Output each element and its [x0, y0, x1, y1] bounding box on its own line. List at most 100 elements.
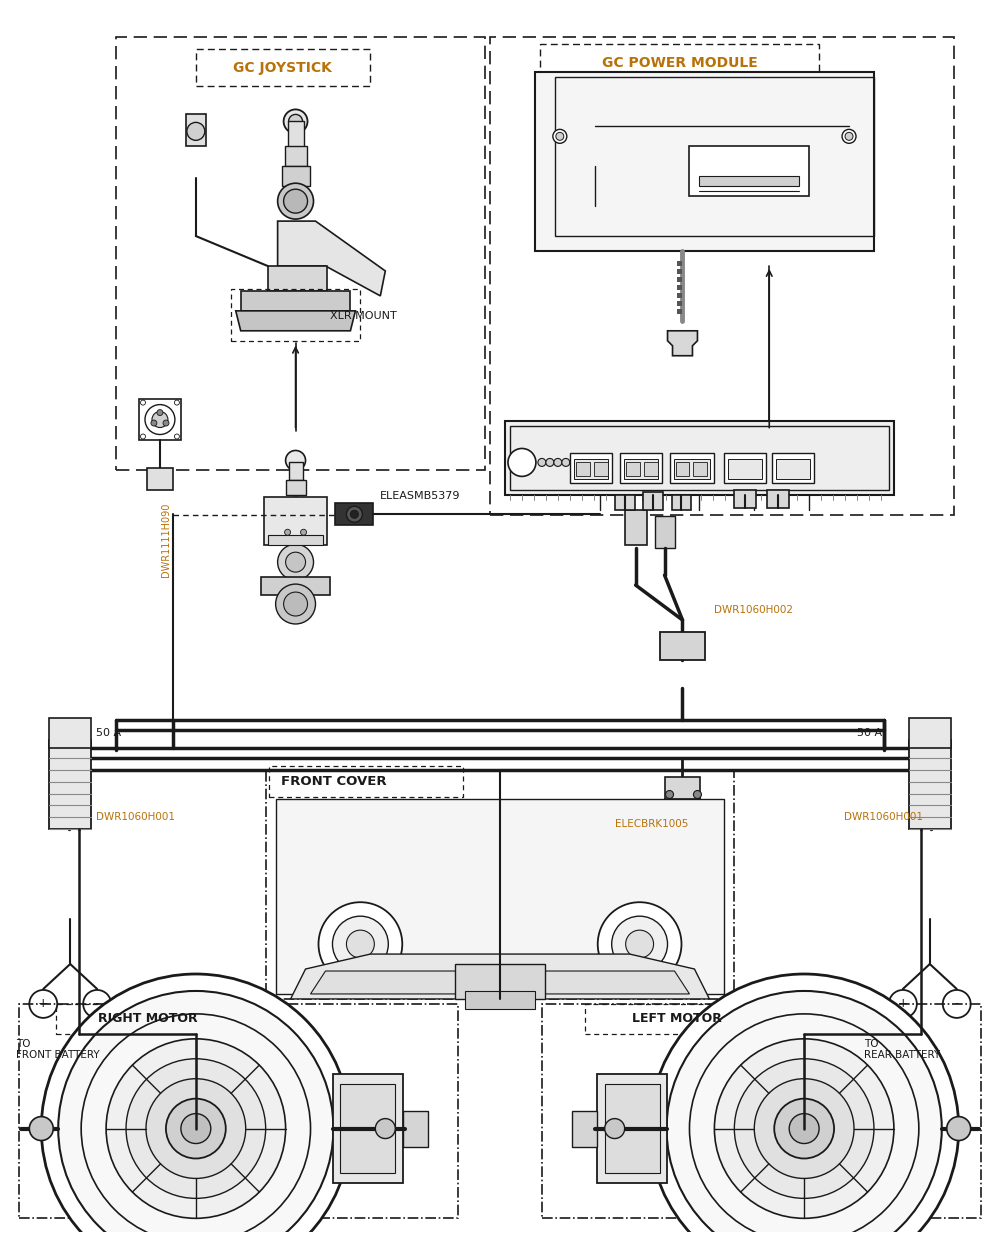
Circle shape	[163, 420, 169, 426]
Text: -: -	[95, 997, 99, 1011]
Circle shape	[774, 1098, 834, 1159]
Circle shape	[157, 410, 163, 416]
Circle shape	[281, 497, 311, 527]
Text: ELECBRK1005: ELECBRK1005	[615, 819, 688, 829]
Circle shape	[146, 1079, 246, 1178]
Bar	[585, 1004, 769, 1034]
Circle shape	[666, 791, 674, 798]
Bar	[276, 800, 724, 993]
Circle shape	[554, 459, 562, 466]
Bar	[576, 463, 590, 476]
Bar	[909, 718, 951, 748]
Circle shape	[152, 412, 168, 427]
Bar	[665, 800, 700, 844]
Bar	[285, 147, 307, 167]
Text: DWR1060H001: DWR1060H001	[96, 812, 175, 822]
Circle shape	[278, 544, 314, 580]
Bar	[699, 176, 799, 186]
Circle shape	[141, 400, 145, 405]
Bar	[594, 463, 608, 476]
Polygon shape	[268, 267, 327, 291]
Bar	[674, 459, 710, 479]
Circle shape	[289, 115, 303, 128]
Polygon shape	[668, 331, 697, 355]
Bar	[572, 1111, 597, 1146]
Circle shape	[538, 459, 546, 466]
Circle shape	[650, 974, 959, 1234]
Circle shape	[41, 974, 350, 1234]
Bar	[268, 536, 323, 545]
Circle shape	[332, 916, 388, 972]
Text: +: +	[38, 997, 49, 1011]
Bar	[19, 1004, 458, 1218]
Bar	[677, 292, 682, 297]
Circle shape	[287, 503, 305, 521]
Bar	[660, 632, 705, 660]
Circle shape	[375, 1118, 395, 1139]
Bar	[644, 463, 658, 476]
Circle shape	[284, 592, 308, 616]
Text: RIGHT MOTOR: RIGHT MOTOR	[98, 1012, 198, 1025]
Bar	[49, 718, 91, 748]
Circle shape	[889, 990, 917, 1018]
Circle shape	[286, 552, 306, 573]
Text: TO
FRONT BATTERY: TO FRONT BATTERY	[16, 1039, 100, 1060]
Bar	[333, 1074, 403, 1183]
Circle shape	[605, 1118, 625, 1139]
Circle shape	[284, 189, 308, 213]
Bar	[574, 459, 608, 479]
Bar	[677, 301, 682, 306]
Bar	[335, 503, 373, 526]
Bar	[542, 1004, 981, 1218]
Bar	[677, 308, 682, 313]
Bar	[403, 1111, 428, 1146]
Bar	[655, 516, 675, 548]
Circle shape	[83, 990, 111, 1018]
Circle shape	[126, 1059, 266, 1198]
Circle shape	[754, 1079, 854, 1178]
Bar	[49, 739, 91, 829]
Bar	[677, 285, 682, 290]
Bar	[728, 459, 762, 479]
Bar	[196, 48, 370, 86]
Bar	[597, 1074, 667, 1183]
Circle shape	[693, 791, 701, 798]
Circle shape	[598, 902, 681, 986]
Bar	[772, 453, 814, 484]
Text: LEFT MOTOR: LEFT MOTOR	[632, 1012, 721, 1025]
Circle shape	[187, 122, 205, 141]
Circle shape	[667, 991, 942, 1234]
Circle shape	[151, 420, 157, 426]
Bar	[767, 490, 789, 508]
Bar	[677, 269, 682, 274]
Circle shape	[166, 1098, 226, 1159]
Bar	[624, 459, 658, 479]
Text: GC JOYSTICK: GC JOYSTICK	[233, 60, 332, 74]
Text: 50 A: 50 A	[96, 728, 121, 738]
Bar	[625, 511, 647, 545]
Bar	[116, 37, 485, 470]
Bar	[261, 578, 330, 595]
Bar	[186, 115, 206, 147]
Bar	[340, 1083, 395, 1174]
Text: 50 A: 50 A	[857, 728, 882, 738]
Circle shape	[789, 1113, 819, 1144]
Bar	[734, 490, 756, 508]
Bar	[535, 72, 874, 251]
Bar	[626, 463, 640, 476]
Circle shape	[285, 529, 291, 536]
Bar	[776, 459, 810, 479]
Bar	[56, 1004, 241, 1034]
Text: TO
REAR BATTERY: TO REAR BATTERY	[864, 1039, 940, 1060]
Circle shape	[346, 930, 374, 958]
Bar	[264, 497, 327, 545]
Circle shape	[553, 130, 567, 143]
Circle shape	[556, 132, 564, 141]
Bar	[724, 453, 766, 484]
Bar	[570, 453, 612, 484]
Bar	[139, 399, 181, 441]
Polygon shape	[278, 221, 385, 296]
Bar	[620, 453, 662, 484]
Text: -: -	[954, 997, 959, 1011]
Bar	[465, 991, 535, 1009]
